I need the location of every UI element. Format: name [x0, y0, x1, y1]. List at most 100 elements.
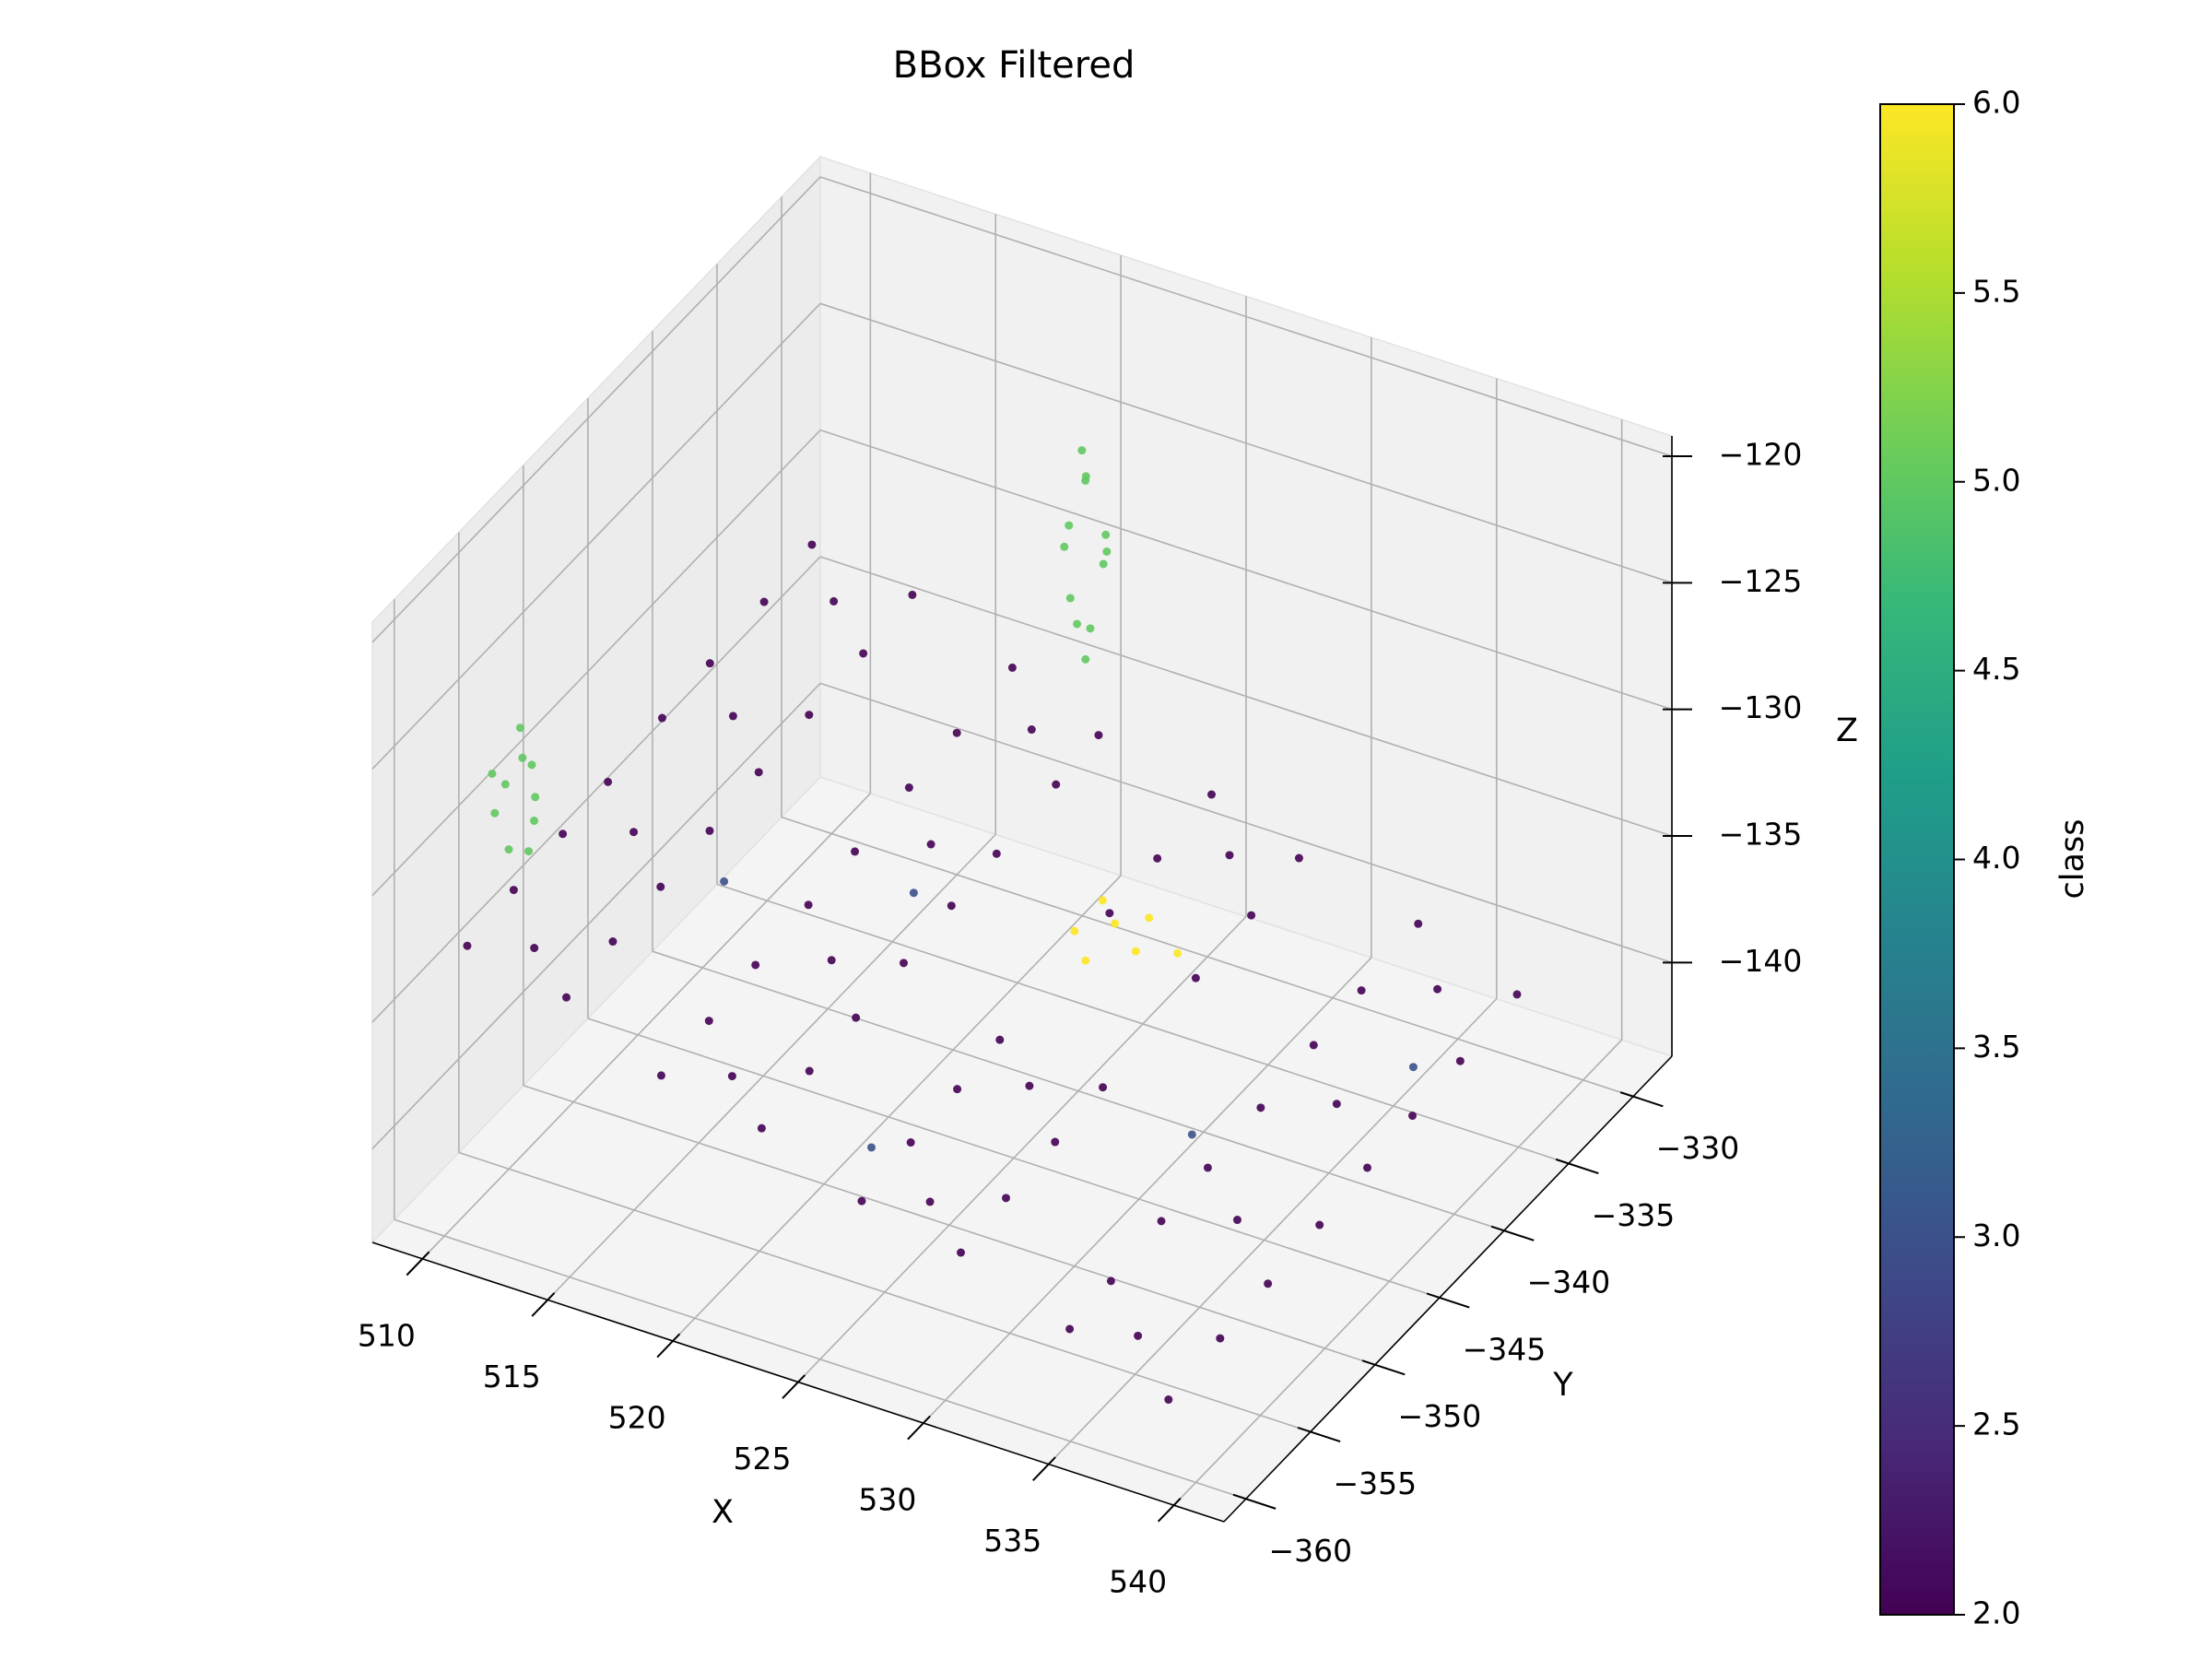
- point: [866, 1143, 876, 1152]
- colorbar-tick-label: 2.0: [1972, 1595, 2020, 1631]
- point: [908, 590, 917, 599]
- point: [1102, 547, 1112, 556]
- y-tick-label: −350: [1398, 1398, 1482, 1434]
- z-tick-label: −125: [1719, 563, 1803, 599]
- point: [1007, 663, 1017, 672]
- grid-line: [371, 682, 821, 1149]
- grid-line: [819, 176, 1673, 457]
- point: [1408, 1112, 1418, 1121]
- point: [1073, 619, 1082, 629]
- point: [705, 826, 714, 835]
- grid-line: [587, 1018, 1441, 1299]
- grid-line: [394, 1218, 1247, 1500]
- point: [1052, 780, 1061, 789]
- y-tick-label: −360: [1268, 1533, 1352, 1569]
- point: [490, 808, 500, 818]
- point: [1173, 948, 1182, 958]
- colorbar-tick-label: 2.5: [1972, 1406, 2020, 1442]
- point: [1081, 476, 1090, 485]
- point: [1065, 1324, 1075, 1334]
- colorbar-tick-label: 4.5: [1972, 651, 2020, 687]
- z-tick-label: −120: [1719, 436, 1803, 472]
- x-tick-label: 535: [983, 1523, 1041, 1559]
- point: [807, 540, 817, 549]
- point: [804, 900, 813, 910]
- colorbar-tick-label: 3.5: [1972, 1029, 2020, 1065]
- point: [1098, 896, 1107, 905]
- x-tick: [1032, 1456, 1056, 1481]
- grid-line: [371, 429, 821, 897]
- point: [527, 760, 536, 770]
- y-tick-label: −330: [1656, 1130, 1740, 1166]
- x-tick-label: 525: [734, 1441, 792, 1477]
- grid-line: [819, 302, 1673, 584]
- point: [1131, 947, 1140, 956]
- point: [1065, 594, 1075, 603]
- point: [830, 596, 839, 606]
- point: [1363, 1163, 1372, 1172]
- point: [1101, 530, 1111, 539]
- point: [1145, 913, 1154, 923]
- point: [851, 847, 860, 856]
- point: [906, 1138, 915, 1147]
- grid-line: [797, 915, 1247, 1383]
- point: [1164, 1395, 1173, 1405]
- point: [827, 956, 836, 965]
- point: [1105, 909, 1114, 918]
- point: [1191, 973, 1200, 982]
- point: [488, 769, 497, 778]
- point: [1025, 1081, 1034, 1090]
- z-tick-label: −130: [1719, 689, 1803, 725]
- colorbar-tick-label: 4.0: [1972, 840, 2020, 876]
- point: [657, 713, 666, 723]
- y-axis-label: Y: [1552, 1367, 1573, 1404]
- point: [1157, 1217, 1166, 1226]
- x-tick: [656, 1333, 681, 1359]
- grid-line: [672, 875, 1122, 1342]
- point: [1153, 853, 1162, 863]
- point: [500, 780, 510, 789]
- point: [518, 753, 527, 762]
- point: [805, 1066, 814, 1076]
- point: [1002, 1194, 1011, 1203]
- y-tick: [1232, 1493, 1277, 1510]
- grid-line: [371, 556, 821, 1023]
- x-tick-label: 515: [483, 1359, 541, 1394]
- point: [1315, 1220, 1324, 1230]
- point: [754, 768, 763, 777]
- point: [757, 1124, 766, 1133]
- point: [1203, 1163, 1212, 1172]
- point: [925, 1197, 935, 1206]
- grid-line: [652, 950, 1505, 1231]
- point: [904, 783, 913, 793]
- y-tick: [1361, 1359, 1406, 1376]
- point: [1225, 851, 1234, 860]
- point: [629, 828, 639, 837]
- point: [1232, 1216, 1241, 1225]
- point: [1309, 1041, 1318, 1050]
- point: [1134, 1331, 1143, 1340]
- point: [1206, 790, 1216, 799]
- point: [995, 1035, 1005, 1044]
- point: [562, 993, 571, 1002]
- grid-line: [421, 793, 871, 1260]
- point: [852, 1013, 861, 1022]
- point: [1106, 1277, 1115, 1286]
- point: [759, 597, 769, 606]
- grid-line: [781, 816, 1634, 1098]
- point: [524, 847, 534, 856]
- y-tick: [1619, 1091, 1664, 1108]
- point: [604, 777, 613, 786]
- y-tick-label: −335: [1592, 1197, 1676, 1233]
- grid-line: [1048, 998, 1498, 1465]
- point: [656, 882, 665, 891]
- colorbar: [1879, 103, 1955, 1616]
- point: [530, 944, 539, 953]
- point: [952, 728, 961, 737]
- point: [926, 840, 935, 849]
- z-tick-label: −135: [1719, 817, 1803, 853]
- point: [1332, 1100, 1341, 1109]
- point: [1065, 521, 1074, 530]
- point: [857, 1196, 866, 1206]
- point: [1086, 624, 1095, 633]
